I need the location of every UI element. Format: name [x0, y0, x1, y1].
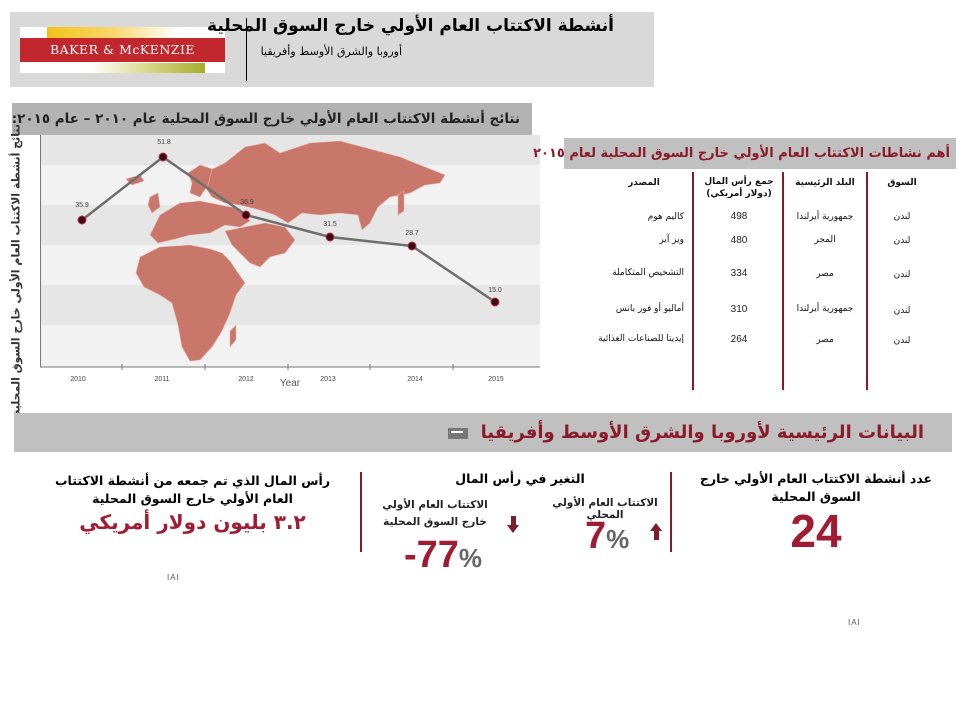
page-subtitle: أوروبا والشرق الأوسط وأفريقيا — [260, 45, 402, 58]
data-point-2013 — [325, 232, 335, 242]
cell-country: جمهورية أيرلندا — [796, 304, 854, 314]
stat-separator — [360, 472, 362, 552]
cell-market: لندن — [893, 336, 911, 346]
data-point-2015 — [490, 297, 500, 307]
cell-capital: 334 — [730, 268, 748, 279]
stat-change-heading: التغير في رأس المال — [455, 471, 585, 486]
stat-count-heading: عدد أنشطة الاكتتاب العام الأولي خارج الس… — [699, 471, 933, 504]
cell-issuer: أماليو أو فور بانس — [615, 304, 684, 314]
footnote-mark: IAI — [167, 573, 180, 582]
data-point-2014 — [407, 241, 417, 251]
cell-market: لندن — [893, 212, 911, 222]
cell-country: جمهورية أيرلندا — [796, 212, 854, 222]
chart-markers — [77, 152, 500, 307]
chart-title: نتائج أنشطة الاكتتاب العام الأولي خارج ا… — [12, 103, 532, 135]
crossborder-ipo-label: الاكتتاب العام الأولي خارج السوق المحلية — [382, 499, 488, 528]
table-column-separator — [866, 172, 868, 390]
chart-x-axis — [40, 364, 540, 370]
cell-market: لندن — [893, 270, 911, 280]
cell-issuer: إيديتا للصناعات الغذائية — [598, 334, 684, 344]
x-tick-2012: 2012 — [238, 376, 254, 383]
cell-capital: 480 — [730, 235, 748, 246]
cell-market: لندن — [893, 236, 911, 246]
key-data-title-bar: البيانات الرئيسية لأوروبا والشرق الأوسط … — [14, 413, 952, 452]
logo-text: BAKER & McKENZIE — [20, 38, 225, 62]
chart-x-tick-labels: 2010 2011 2012 2013 2014 2015 — [70, 376, 504, 383]
col-header-issuer: المصدر — [628, 178, 660, 188]
page-title: أنشطة الاكتتاب العام الأولي خارج السوق ا… — [207, 16, 614, 36]
cell-issuer: التشخيص المتكاملة — [612, 268, 684, 278]
chart-y-axis-label: نتائج أنشطة الاكتتاب العام الأولي خارج ا… — [4, 124, 28, 416]
footnote-mark: IAI — [848, 618, 861, 627]
key-icon — [448, 427, 469, 439]
x-tick-2013: 2013 — [320, 376, 336, 383]
table-column-separator — [782, 172, 784, 390]
domestic-change-value: 7% — [585, 515, 630, 557]
x-tick-2014: 2014 — [407, 376, 423, 383]
data-label-2013: 31.5 — [323, 221, 337, 228]
header-divider — [246, 18, 247, 81]
cell-capital: 498 — [730, 211, 748, 222]
logo-gold-stripe-top — [47, 27, 177, 38]
data-label-2015: 15.0 — [488, 287, 502, 294]
col-header-market: السوق — [887, 178, 917, 188]
x-tick-2015: 2015 — [488, 376, 504, 383]
col-header-country: البلد الرئيسية — [795, 178, 855, 188]
data-point-2011 — [158, 152, 168, 162]
x-axis-label: Year — [280, 378, 301, 389]
cell-country: المجر — [814, 235, 836, 245]
data-label-2011: 51.8 — [157, 139, 171, 146]
arrow-up-icon — [650, 523, 662, 540]
stat-capital-change: التغير في رأس المال — [370, 470, 670, 488]
y-axis-label-text: نتائج أنشطة الاكتتاب العام الأولي خارج ا… — [9, 124, 23, 416]
cell-country: مصر — [816, 335, 834, 345]
data-label-2014: 28.7 — [405, 230, 419, 237]
logo-gold-stripe-bottom — [90, 63, 205, 73]
chart-data-labels: 35.9 51.8 36.9 31.5 28.7 15.0 — [75, 139, 502, 294]
data-label-2012: 36.9 — [240, 199, 254, 206]
chart-line-series — [81, 155, 496, 304]
header-banner: BAKER & McKENZIE أنشطة الاكتتاب العام ال… — [10, 12, 654, 87]
emea-map — [125, 140, 446, 362]
top-ipo-table-title: أهم نشاطات الاكتتاب العام الأولي خارج ال… — [533, 138, 956, 169]
cell-issuer: ويز آير — [659, 235, 684, 245]
col-header-capital: جمع رأس المال (دولار أمريكي) — [704, 177, 774, 199]
stat-capital-raised: رأس المال الذي تم جمعه من أنشطة الاكتتاب… — [30, 472, 355, 534]
data-point-2012 — [241, 210, 251, 220]
cell-issuer: كاليم هوم — [647, 212, 684, 222]
cell-market: لندن — [893, 306, 911, 316]
crossborder-change-value: -77% — [404, 534, 483, 576]
cell-capital: 264 — [730, 334, 748, 345]
table-column-separator — [692, 172, 694, 390]
cell-country: مصر — [816, 269, 834, 279]
stat-ipo-count: عدد أنشطة الاكتتاب العام الأولي خارج الس… — [676, 470, 956, 554]
stat-separator — [670, 472, 672, 552]
stat-count-value: 24 — [790, 505, 842, 557]
cell-capital: 310 — [730, 304, 748, 315]
chart-y-axis — [40, 135, 41, 367]
stat-raised-value: ٣.٢ بليون دولار أمريكي — [79, 510, 306, 534]
key-data-title: البيانات الرئيسية لأوروبا والشرق الأوسط … — [480, 422, 924, 443]
baker-mckenzie-logo: BAKER & McKENZIE — [20, 27, 225, 73]
line-chart: 35.9 51.8 36.9 31.5 28.7 15.0 2010 2011 … — [40, 135, 540, 389]
x-tick-2011: 2011 — [154, 376, 169, 383]
data-label-2010: 35.9 — [75, 202, 89, 209]
domestic-ipo-label: الاكتتاب العام الأولي المحلي — [552, 497, 658, 521]
stat-raised-heading: رأس المال الذي تم جمعه من أنشطة الاكتتاب… — [54, 473, 331, 506]
data-point-2010 — [77, 215, 87, 225]
arrow-down-icon — [507, 516, 519, 533]
x-tick-2010: 2010 — [70, 376, 86, 383]
